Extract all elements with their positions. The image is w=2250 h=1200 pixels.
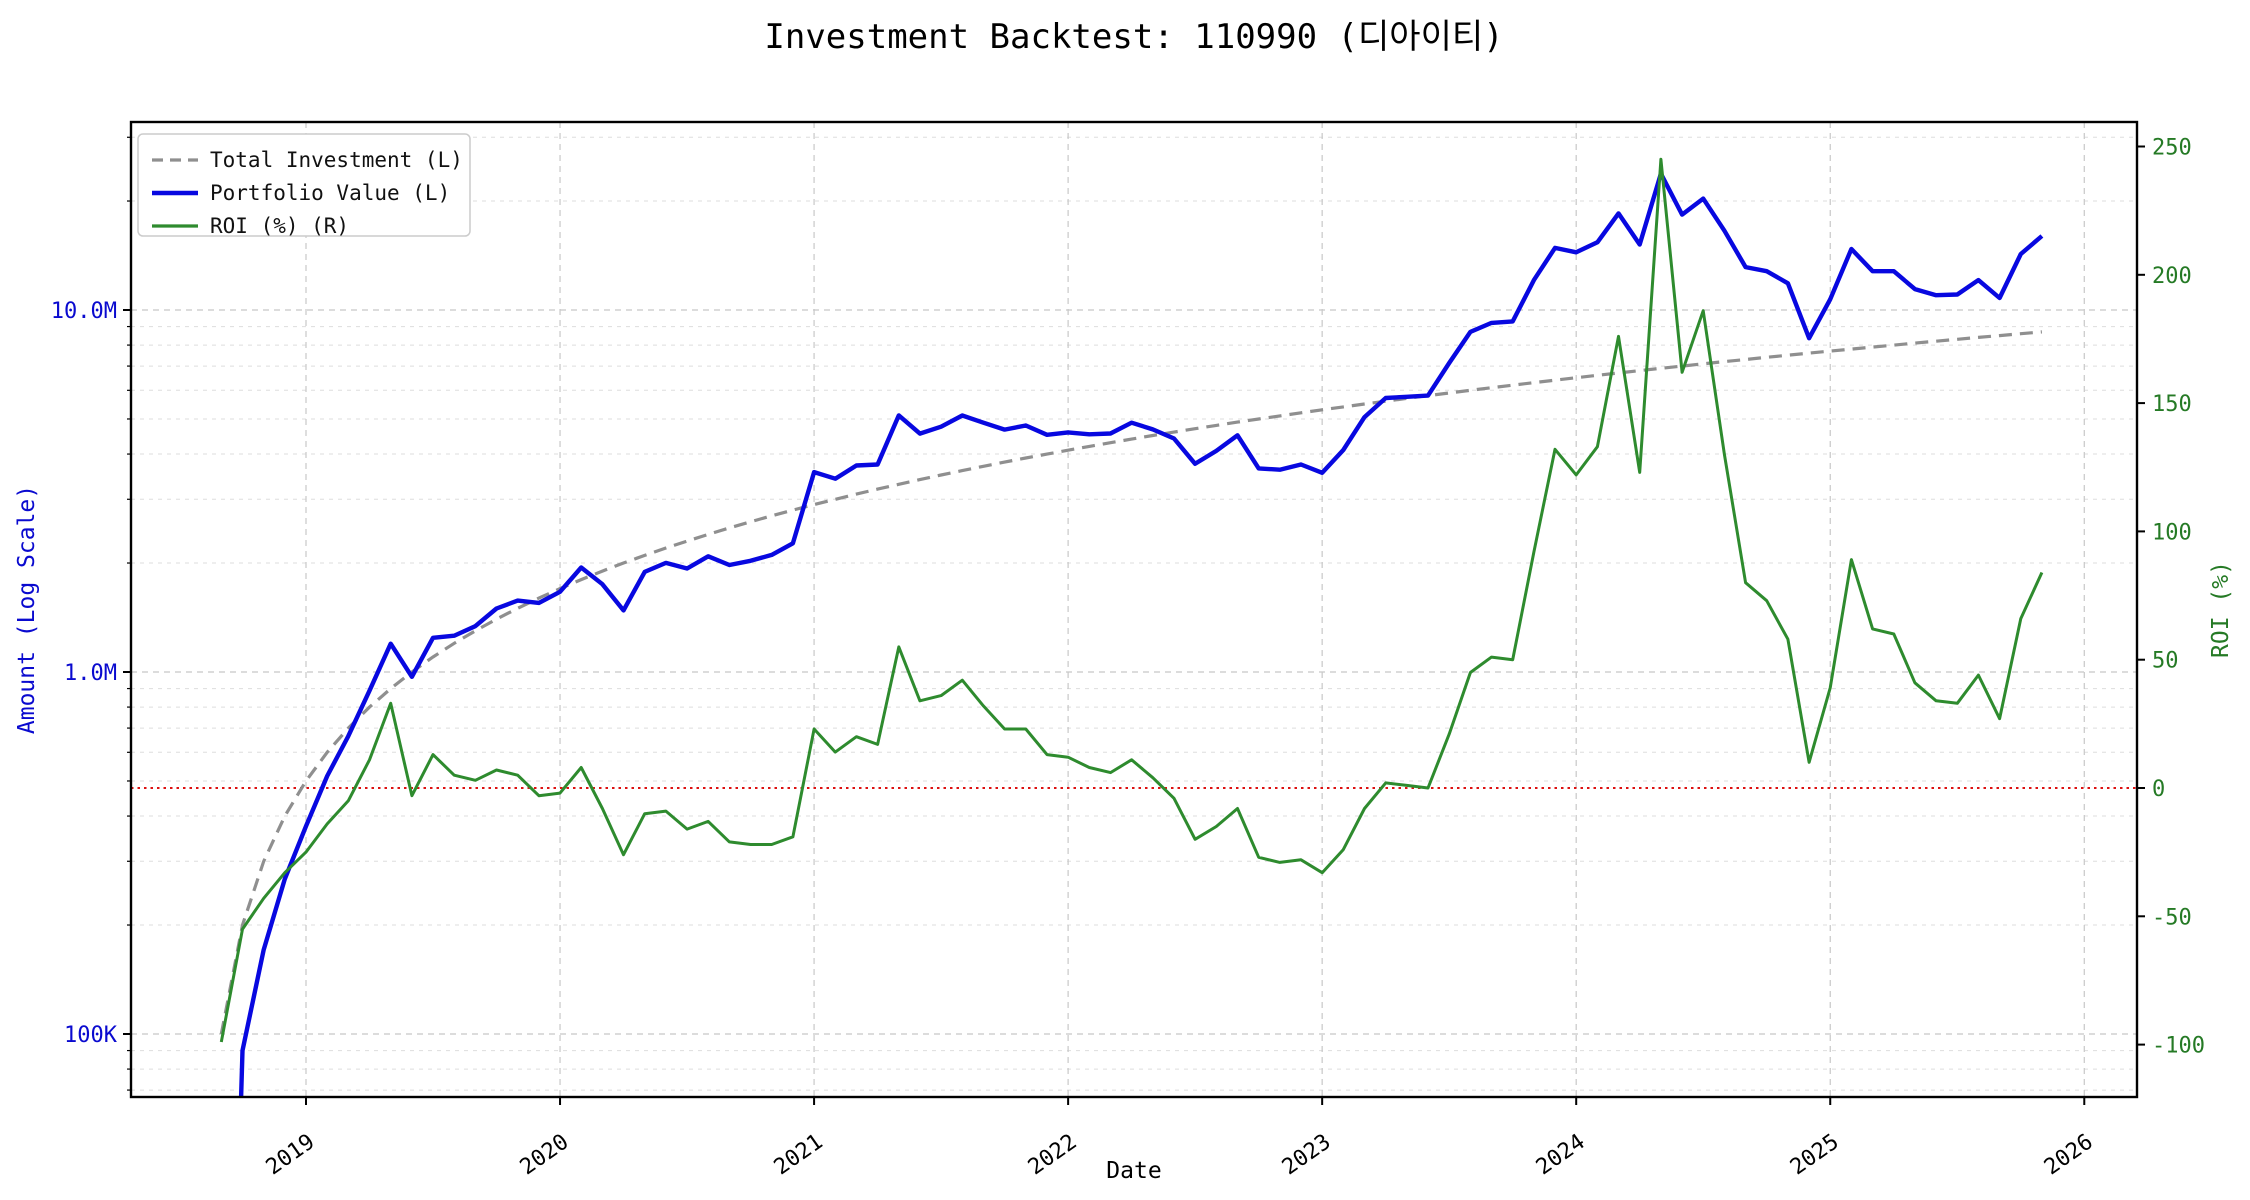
legend-item-label: ROI (%) (R): [210, 214, 349, 238]
right-tick-label: 50: [2152, 649, 2179, 674]
right-tick-label: 0: [2152, 777, 2165, 802]
series-group: [219, 157, 2044, 1097]
legend-item-label: Portfolio Value (L): [210, 181, 450, 205]
right-axis-label: ROI (%): [2208, 561, 2234, 658]
plot-border: [129, 120, 2139, 1099]
chart-title: Investment Backtest: 110990 (디아이티): [764, 17, 1503, 57]
portfolio-value-line: [238, 171, 2044, 1097]
left-tick-label: 1.0M: [64, 661, 117, 686]
right-tick-label: -100: [2152, 1034, 2205, 1059]
legend: Total Investment (L) Portfolio Value (L) R…: [137, 133, 471, 238]
right-tick-label: 250: [2152, 136, 2192, 161]
left-tick-label: 100K: [64, 1023, 118, 1048]
left-axis-label: Amount (Log Scale): [14, 485, 40, 734]
legend-box: [137, 133, 471, 237]
right-tick-label: 200: [2152, 264, 2192, 289]
left-tick-label: 10.0M: [51, 299, 117, 324]
total-investment-line: [219, 330, 2043, 1035]
x-axis-label: Date: [1106, 1158, 1161, 1184]
roi-line: [219, 157, 2044, 1043]
right-tick-label: 150: [2152, 392, 2192, 417]
right-tick-label: -50: [2152, 905, 2192, 930]
right-tick-label: 100: [2152, 520, 2192, 545]
legend-item-label: Total Investment (L): [210, 148, 463, 172]
